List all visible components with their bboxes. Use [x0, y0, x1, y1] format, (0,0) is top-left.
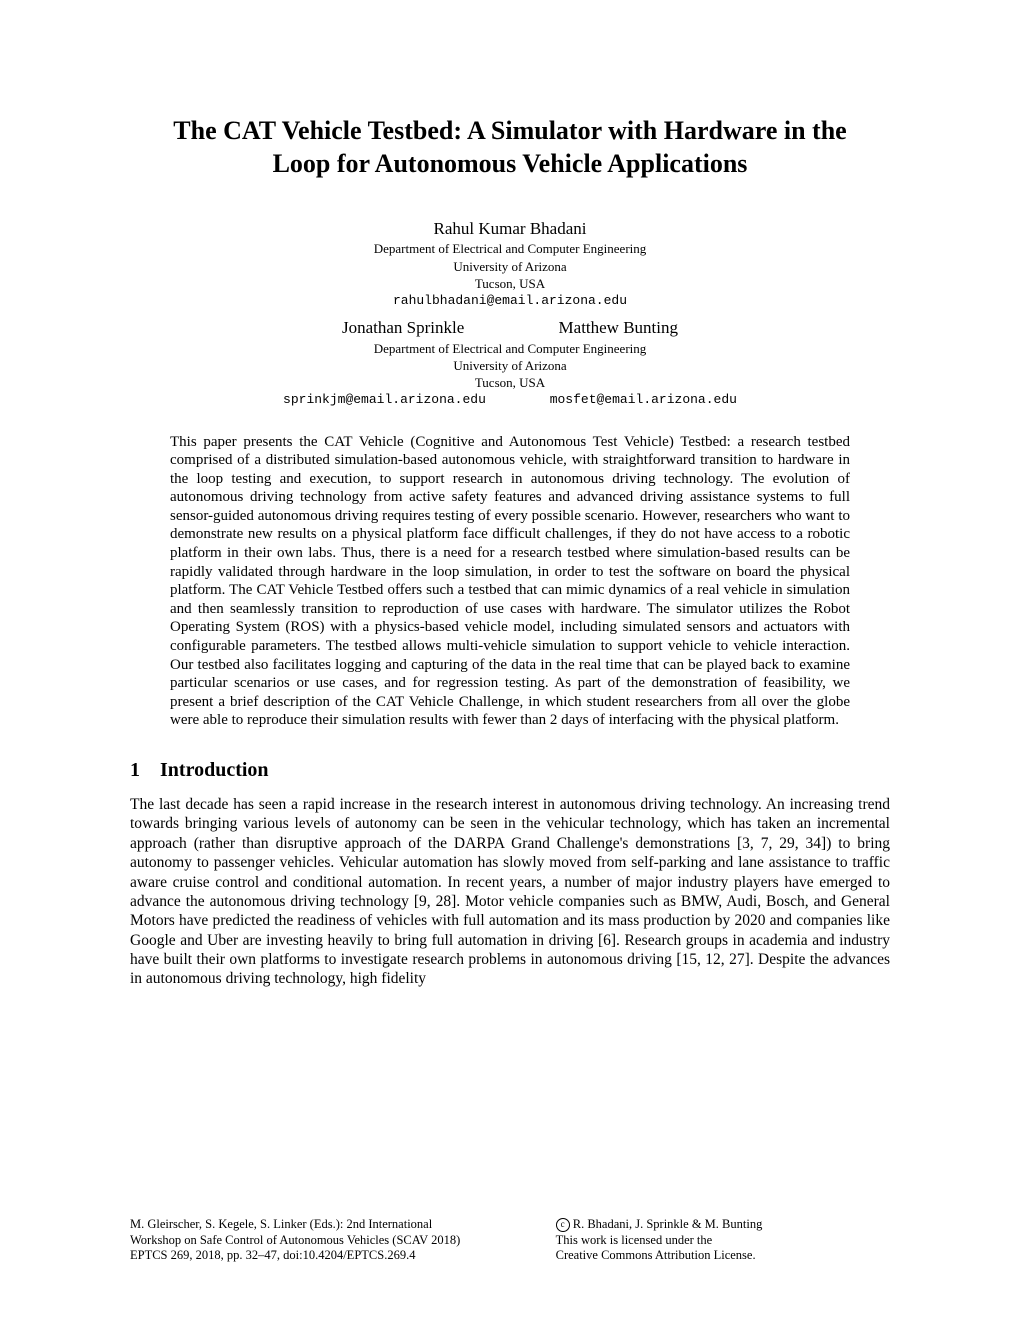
footer-right: c R. Bhadani, J. Sprinkle & M. Bunting T… — [556, 1217, 890, 1264]
author-secondary-name1: Jonathan Sprinkle — [342, 317, 464, 338]
title-line1: The CAT Vehicle Testbed: A Simulator wit… — [173, 116, 846, 145]
author-secondary-univ: University of Arizona — [130, 358, 890, 374]
author-primary-city: Tucson, USA — [130, 276, 890, 292]
footer-right-line1: R. Bhadani, J. Sprinkle & M. Bunting — [573, 1217, 763, 1231]
author-secondary-email2: mosfet@email.arizona.edu — [550, 392, 737, 408]
page-footer: M. Gleirscher, S. Kegele, S. Linker (Eds… — [130, 1217, 890, 1264]
footer-left: M. Gleirscher, S. Kegele, S. Linker (Eds… — [130, 1217, 540, 1264]
author-secondary-row: Jonathan Sprinkle Matthew Bunting — [130, 317, 890, 338]
author-primary-email: rahulbhadani@email.arizona.edu — [130, 293, 890, 309]
author-secondary-name2: Matthew Bunting — [559, 317, 678, 338]
paper-title: The CAT Vehicle Testbed: A Simulator wit… — [130, 115, 890, 180]
footer-left-line3: EPTCS 269, 2018, pp. 32–47, doi:10.4204/… — [130, 1248, 415, 1262]
footer-left-line1: M. Gleirscher, S. Kegele, S. Linker (Eds… — [130, 1217, 432, 1231]
author-primary-name: Rahul Kumar Bhadani — [130, 218, 890, 239]
footer-right-line2: This work is licensed under the — [556, 1233, 713, 1247]
author-secondary-city: Tucson, USA — [130, 375, 890, 391]
author-primary-dept: Department of Electrical and Computer En… — [130, 241, 890, 257]
copyright-icon: c — [556, 1218, 570, 1232]
author-primary-univ: University of Arizona — [130, 259, 890, 275]
author-secondary-dept: Department of Electrical and Computer En… — [130, 341, 890, 357]
author-secondary-emails: sprinkjm@email.arizona.edu mosfet@email.… — [130, 392, 890, 408]
title-line2: Loop for Autonomous Vehicle Applications — [273, 149, 748, 178]
footer-right-line3: Creative Commons Attribution License. — [556, 1248, 756, 1262]
section-1-body: The last decade has seen a rapid increas… — [130, 795, 890, 989]
footer-left-line2: Workshop on Safe Control of Autonomous V… — [130, 1233, 460, 1247]
author-secondary-email1: sprinkjm@email.arizona.edu — [283, 392, 486, 408]
section-1-heading: 1 Introduction — [130, 758, 890, 783]
abstract-text: This paper presents the CAT Vehicle (Cog… — [170, 433, 850, 731]
